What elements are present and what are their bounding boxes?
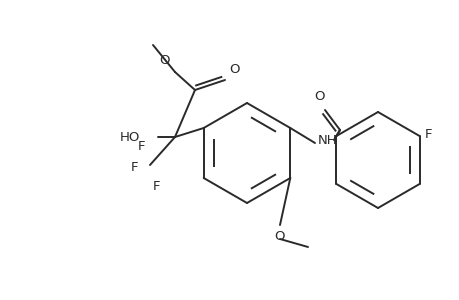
Text: O: O (274, 230, 285, 243)
Text: HO: HO (119, 130, 140, 143)
Text: O: O (314, 90, 325, 103)
Text: NH: NH (317, 134, 337, 146)
Text: F: F (137, 140, 145, 153)
Text: O: O (229, 63, 239, 76)
Text: F: F (153, 180, 160, 193)
Text: F: F (130, 160, 138, 173)
Text: O: O (159, 54, 170, 67)
Text: F: F (424, 128, 431, 140)
